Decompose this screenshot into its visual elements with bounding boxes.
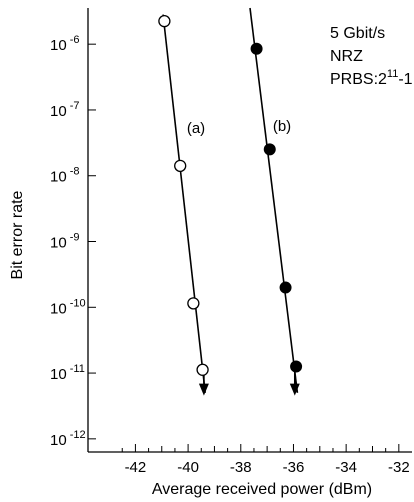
annotation-rate: 5 Gbit/s <box>330 25 385 42</box>
labels: (a) (b) <box>187 118 291 137</box>
x-tick-label: -34 <box>335 459 357 476</box>
fit-line-a <box>162 14 207 393</box>
y-tick-label: 10 -6 <box>50 34 80 54</box>
open-circle-point <box>196 363 209 376</box>
filled-circle-point <box>279 281 292 294</box>
arrow-head <box>198 383 209 396</box>
annotation-format: NRZ <box>330 48 363 65</box>
series-label-b: (b) <box>273 118 291 135</box>
open-circle-point <box>174 159 187 173</box>
x-axis-label: Average received power (dBm) <box>152 481 372 498</box>
annotation-prbs: PRBS:211-1 <box>330 68 413 88</box>
y-tick-label: 10 -11 <box>50 363 85 383</box>
x-tick-label: -38 <box>230 459 252 476</box>
x-tick-label: -32 <box>388 459 410 476</box>
series-label-a: (a) <box>187 120 205 137</box>
filled-circle-point <box>263 143 276 156</box>
plot-frame <box>87 8 412 453</box>
y-axis-ticks: 10 -6 10 -7 10 -8 10 -9 10 -10 10 -11 10 -12 <box>50 34 96 449</box>
x-tick-label: -40 <box>177 459 199 476</box>
filled-circle-point <box>250 42 263 55</box>
y-tick-label: 10 -12 <box>50 429 86 449</box>
annotation-box: 5 Gbit/s NRZ PRBS:211-1 <box>330 25 413 88</box>
arrow-head <box>289 383 300 396</box>
open-circle-point <box>158 15 171 28</box>
fit-line-b <box>249 7 299 393</box>
y-axis-label: Bit error rate <box>9 190 26 279</box>
filled-circle-point <box>290 360 303 373</box>
y-tick-label: 10 -10 <box>50 297 86 317</box>
y-tick-label: 10 -8 <box>50 166 80 186</box>
fit-lines <box>162 7 300 396</box>
open-circle-point <box>187 297 200 310</box>
x-tick-label: -42 <box>125 459 147 476</box>
x-axis-ticks: -42 -40 -38 -36 -34 -32 <box>121 444 410 476</box>
data-points <box>158 15 303 376</box>
y-tick-label: 10 -9 <box>50 232 80 252</box>
y-tick-label: 10 -7 <box>50 100 80 120</box>
x-tick-label: -36 <box>283 459 305 476</box>
